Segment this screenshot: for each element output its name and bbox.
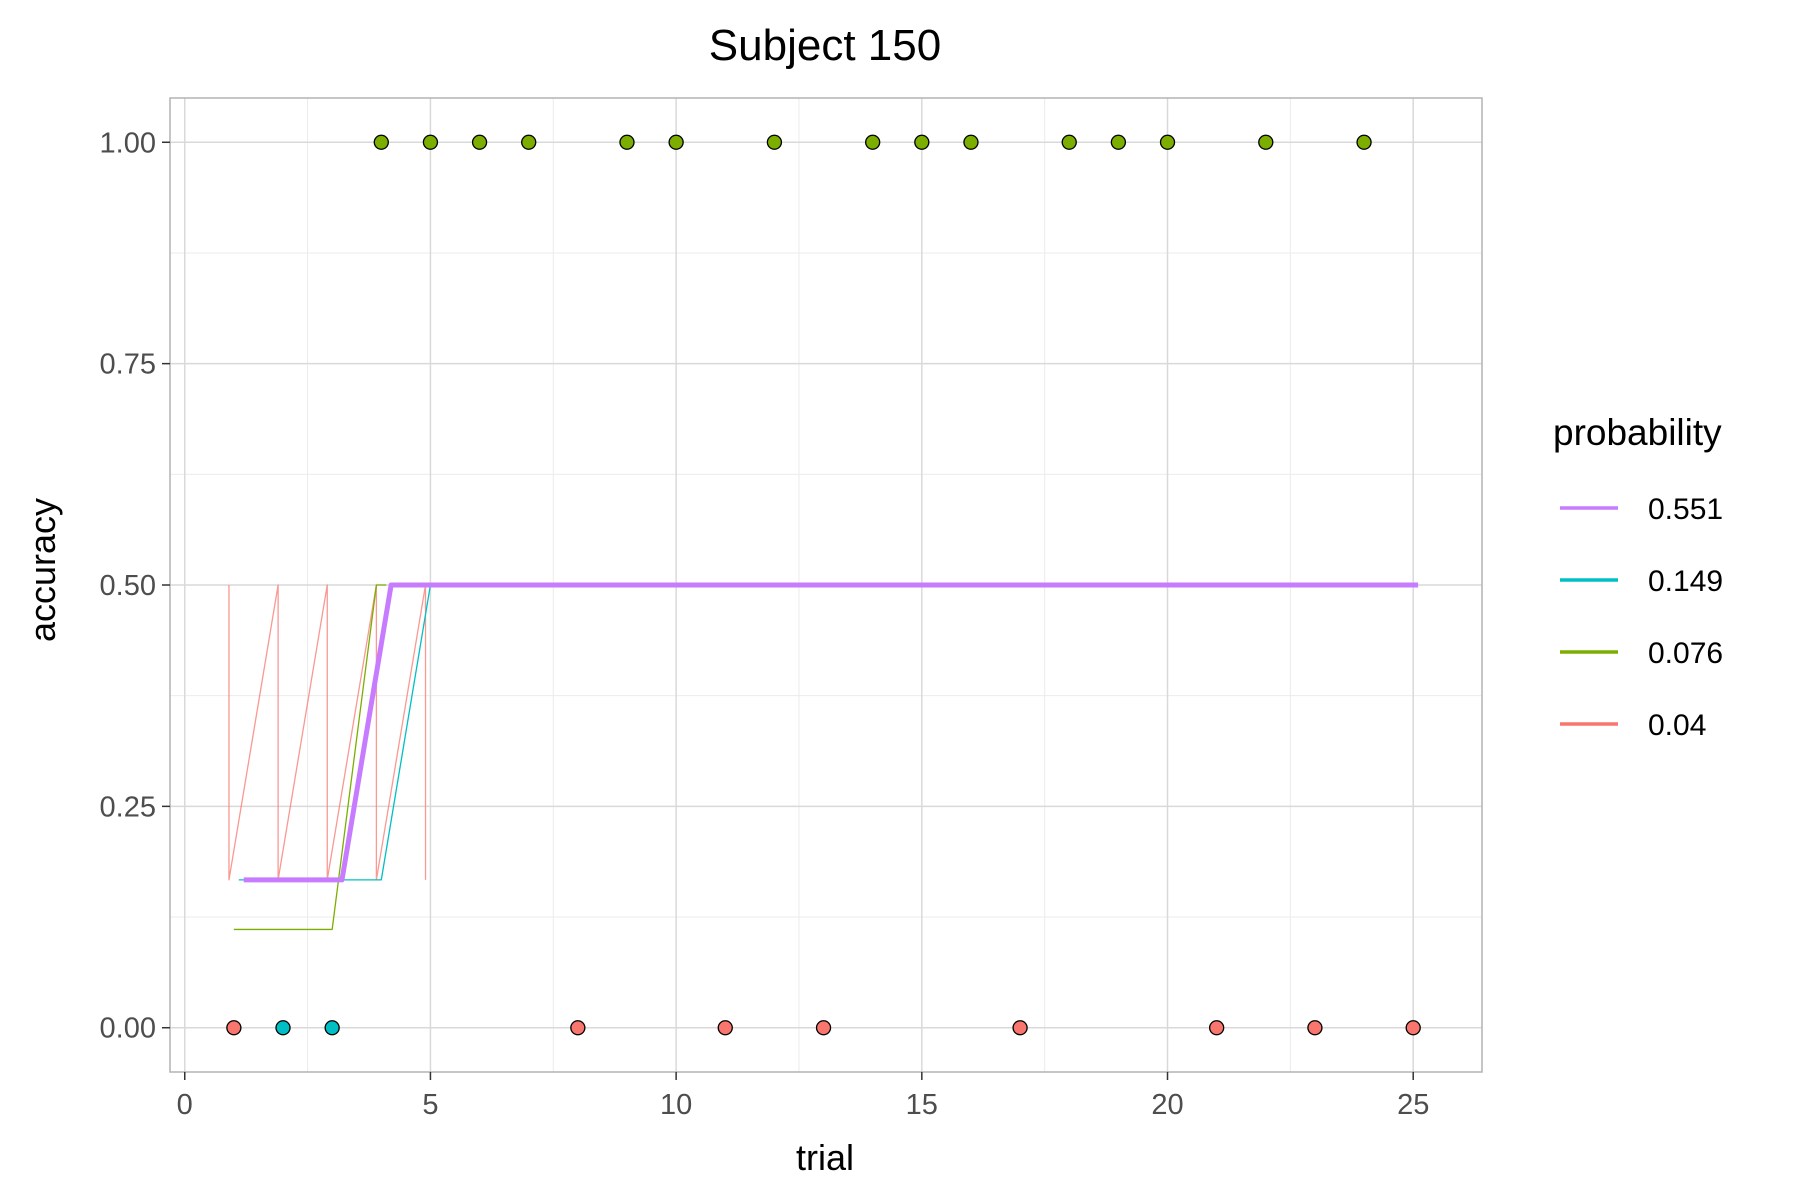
y-axis: 0.00 0.25 0.50 0.75 1.00 [100, 127, 170, 1045]
data-point [275, 1020, 291, 1036]
data-point [1209, 1020, 1225, 1036]
x-tick-label: 5 [422, 1089, 438, 1121]
data-point [226, 1020, 242, 1036]
y-tick-label: 0.25 [100, 791, 156, 823]
x-axis: 0 5 10 15 20 25 [177, 1072, 1429, 1121]
x-tick-label: 25 [1397, 1089, 1429, 1121]
data-point [619, 134, 635, 150]
data-point [1110, 134, 1127, 150]
legend-label: 0.149 [1648, 565, 1723, 598]
data-point [815, 1020, 832, 1036]
x-tick-label: 20 [1151, 1089, 1183, 1121]
data-point [373, 134, 389, 150]
series-lines [228, 582, 1419, 931]
y-tick-label: 1.00 [100, 127, 156, 159]
series-line [228, 584, 427, 881]
data-point [521, 134, 537, 150]
y-axis-title: accuracy [22, 498, 63, 642]
y-tick-label: 0.75 [100, 349, 156, 381]
data-point [865, 134, 881, 150]
data-point [668, 134, 684, 150]
x-tick-label: 15 [906, 1089, 938, 1121]
data-points [226, 134, 1421, 1036]
data-point [1061, 134, 1077, 150]
y-tick-label: 0.50 [100, 570, 156, 602]
x-axis-title: trial [796, 1137, 854, 1178]
data-point [963, 134, 979, 150]
legend-label: 0.076 [1648, 637, 1723, 670]
data-point [766, 134, 783, 150]
data-point [1012, 1020, 1028, 1036]
data-point [717, 1020, 733, 1036]
legend-title: probability [1553, 412, 1722, 453]
data-point [570, 1020, 586, 1036]
data-point [471, 134, 488, 150]
legend: probability 0.551 0.149 0.076 0.04 [1553, 412, 1723, 742]
data-point [1159, 134, 1176, 150]
data-point [1405, 1020, 1421, 1036]
data-point [1307, 1020, 1323, 1036]
data-point [914, 134, 930, 150]
data-point [324, 1020, 340, 1036]
data-point [1258, 134, 1274, 150]
y-tick-label: 0.00 [100, 1013, 156, 1045]
x-tick-label: 10 [660, 1089, 692, 1121]
x-tick-label: 0 [177, 1089, 193, 1121]
series-line [243, 582, 1419, 883]
legend-label: 0.551 [1648, 493, 1723, 526]
legend-label: 0.04 [1648, 709, 1706, 742]
series-line [233, 584, 387, 931]
data-point [1356, 134, 1372, 150]
data-point [422, 134, 439, 150]
chart-title: Subject 150 [709, 21, 941, 70]
